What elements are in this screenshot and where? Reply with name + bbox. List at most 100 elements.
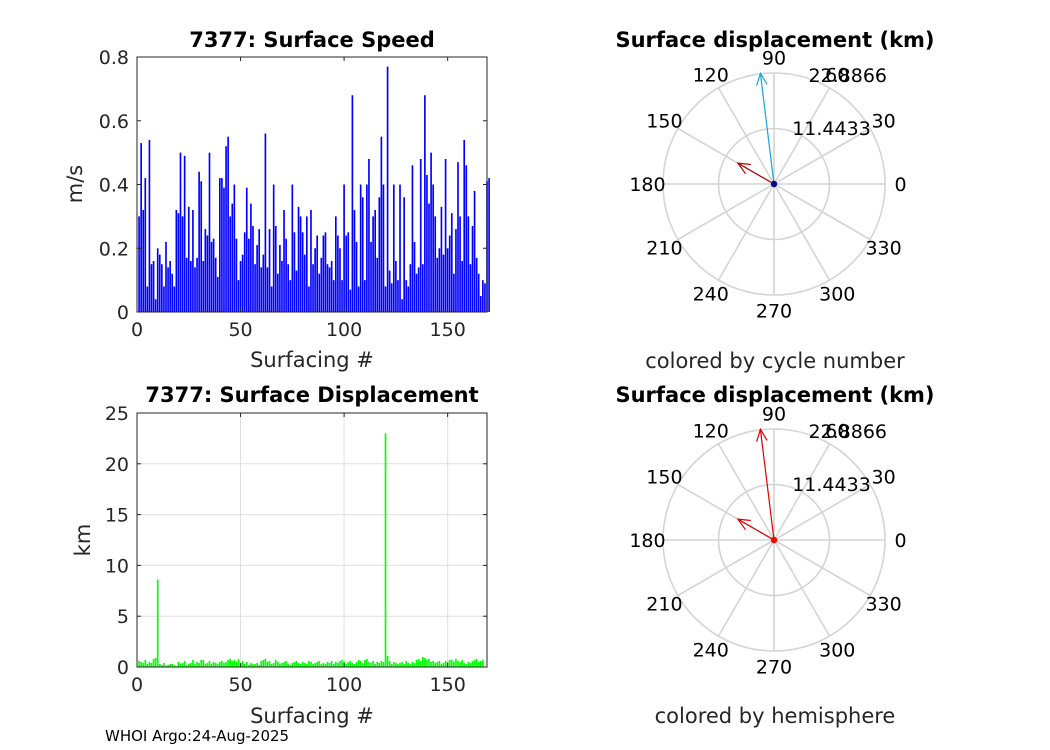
theta-tick-label: 120 <box>693 64 729 86</box>
bar <box>397 663 399 667</box>
bar <box>146 286 149 312</box>
bar <box>312 264 314 312</box>
bar <box>301 232 304 312</box>
bar <box>206 235 209 312</box>
bar <box>190 662 192 667</box>
bar <box>258 229 261 312</box>
bar <box>138 216 140 312</box>
bar <box>156 579 159 667</box>
bar <box>355 241 358 312</box>
bar <box>407 662 410 667</box>
y-tick-label: 15 <box>105 505 129 527</box>
bar <box>384 433 387 667</box>
bar <box>196 257 198 312</box>
bar <box>488 178 490 312</box>
bar <box>320 257 323 312</box>
bar <box>152 658 155 667</box>
bar <box>463 139 466 312</box>
bar <box>192 659 194 667</box>
theta-tick-label: 90 <box>762 47 786 69</box>
bar <box>368 159 370 312</box>
bar <box>260 267 263 312</box>
x-tick-label: 50 <box>228 674 252 696</box>
bar <box>366 184 368 312</box>
bar <box>287 264 290 312</box>
bar <box>318 273 321 312</box>
bar <box>395 662 397 667</box>
bar <box>334 661 337 667</box>
polar-ring <box>717 483 831 597</box>
bar <box>467 216 470 312</box>
x-tick-label: 50 <box>228 319 252 341</box>
bar <box>204 663 207 667</box>
bar <box>372 216 374 312</box>
bar <box>442 254 445 312</box>
bar <box>204 229 207 312</box>
bar <box>330 261 333 312</box>
bar <box>212 238 215 312</box>
radius-tick-label: 11.4433 <box>792 118 871 140</box>
bar <box>351 662 354 667</box>
bar <box>291 184 294 312</box>
bar <box>376 257 379 312</box>
bar <box>163 662 165 667</box>
bar <box>281 261 283 312</box>
polar-caption: colored by hemisphere <box>655 704 896 728</box>
bar <box>399 184 401 312</box>
bar <box>457 660 459 667</box>
bar <box>154 657 157 667</box>
displacement-vector <box>737 518 775 541</box>
y-tick-label: 0.2 <box>99 238 129 260</box>
bar <box>432 184 434 312</box>
bar <box>177 661 180 667</box>
bar <box>142 662 145 667</box>
bar <box>380 660 383 667</box>
bar <box>279 663 281 667</box>
bar <box>332 280 335 312</box>
bar <box>455 229 457 312</box>
x-tick-label: 100 <box>326 674 362 696</box>
bar <box>252 225 254 312</box>
bar <box>214 662 217 667</box>
bar <box>297 662 300 667</box>
polar-displacement-cycle: Surface displacement (km) colored by cyc… <box>615 28 934 373</box>
bar <box>482 280 484 312</box>
bar <box>403 197 405 312</box>
bar <box>169 261 171 312</box>
bar <box>270 663 273 667</box>
bar <box>417 267 420 312</box>
bar <box>167 267 169 312</box>
x-tick-label: 0 <box>131 319 143 341</box>
bar <box>473 190 476 312</box>
bar <box>339 248 341 312</box>
bar <box>366 658 368 667</box>
bar <box>328 662 331 667</box>
bar <box>392 184 395 312</box>
bar <box>256 245 258 312</box>
bar <box>169 663 171 667</box>
bar <box>181 662 184 667</box>
bar <box>409 264 412 312</box>
bar <box>227 136 229 312</box>
bar <box>417 658 420 667</box>
bar <box>345 663 347 667</box>
chart-title: Surface displacement (km) <box>615 28 934 52</box>
theta-tick-label: 60 <box>825 64 849 86</box>
theta-tick-label: 240 <box>693 284 729 306</box>
bar <box>469 662 472 667</box>
bar <box>339 660 341 667</box>
bar <box>479 296 482 312</box>
bar <box>407 286 410 312</box>
bar <box>277 273 279 312</box>
bar <box>370 662 372 667</box>
bar <box>380 136 383 312</box>
bar <box>223 187 225 312</box>
bar <box>239 261 242 312</box>
bar <box>295 660 298 667</box>
bar <box>308 286 310 312</box>
bar <box>283 210 285 312</box>
bar <box>223 662 225 667</box>
bar <box>235 238 238 312</box>
theta-tick-label: 150 <box>646 111 682 133</box>
bar <box>322 235 325 312</box>
